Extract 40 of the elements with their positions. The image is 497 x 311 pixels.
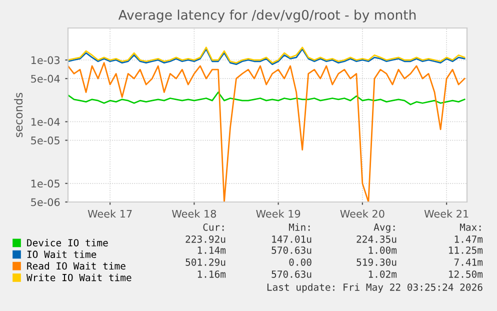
x-tick-label: Week 21 (424, 210, 468, 218)
chart-title: Average latency for /dev/vg0/root - by month (118, 10, 416, 22)
x-tick-label: Week 18 (172, 210, 216, 218)
text: 570.63u (272, 270, 312, 278)
text: 1.47m (454, 236, 483, 243)
text: 570.63u (272, 246, 312, 254)
text: 501.29u (186, 258, 226, 266)
y-axis-title: seconds (14, 92, 23, 138)
line-series (68, 92, 466, 106)
text: Min: (288, 223, 310, 231)
y-tick-label: 5e-06 (31, 198, 60, 206)
legend-label: Device IO time (27, 238, 108, 246)
text: 224.35u (356, 235, 396, 243)
line-series (68, 62, 466, 202)
y-tick-label: 5e-05 (31, 136, 60, 144)
x-tick-label: Week 17 (88, 210, 132, 218)
text: 1.14m (198, 246, 226, 254)
x-tick-label: Week 19 (256, 210, 300, 218)
text: Max: (460, 224, 481, 231)
y-tick-label: 5e-04 (31, 74, 60, 83)
text: 0.00 (289, 258, 312, 266)
text: Last update: Fri May 22 03:25:24 2026 (267, 283, 482, 293)
legend-label: Read IO Wait time (27, 262, 126, 270)
x-tick-label: Week 20 (340, 210, 384, 218)
text: 223.92u (186, 235, 226, 243)
text: Cur: (203, 223, 224, 231)
text: 147.01u (272, 235, 312, 243)
text: 7.41m (454, 258, 483, 266)
y-tick-label: 1e-03 (31, 56, 60, 64)
legend-label: Write IO Wait time (26, 274, 132, 282)
y-tick-label: 1e-04 (31, 118, 60, 126)
text: Avg: (374, 224, 395, 233)
text: 519.30u (356, 258, 396, 266)
text: 1.16m (198, 270, 226, 278)
text: 12.50m (449, 270, 483, 278)
legend-label: IO Wait time (27, 250, 96, 258)
text: 11.25m (449, 246, 483, 254)
text: 1.00m (368, 246, 397, 254)
y-tick-label: 1e-05 (31, 180, 60, 188)
text: 1.02m (368, 270, 397, 278)
